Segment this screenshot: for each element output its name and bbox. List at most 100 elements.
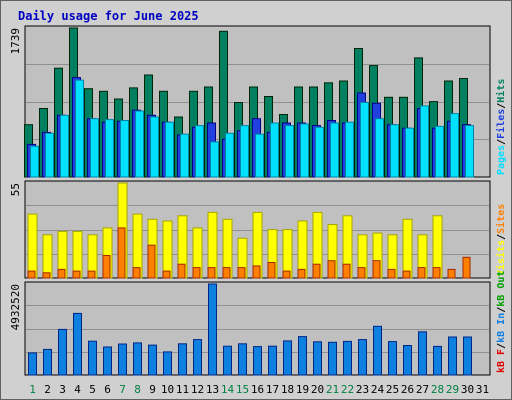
- legend-entry-kb-out: kB Out: [496, 271, 507, 307]
- bar-kbytes-kb-in-day-18: [283, 340, 292, 376]
- series-kbytes-kb-in: [28, 283, 472, 376]
- bar-visits-sites-day-29: [447, 268, 456, 279]
- bar-visits-sites-day-1: [27, 270, 36, 279]
- x-tick-label-10: 10: [161, 383, 174, 396]
- bar-visits-sites-day-20: [312, 263, 321, 279]
- x-tick-label-23: 23: [356, 383, 369, 396]
- bar-kbytes-kb-in-day-7: [118, 343, 127, 376]
- bar-visits-sites-day-10: [162, 270, 171, 279]
- x-tick-label-8: 8: [134, 383, 141, 396]
- bar-kbytes-kb-in-day-13: [208, 283, 217, 376]
- bar-visits-visits-day-2: [42, 234, 53, 279]
- bar-kbytes-kb-in-day-28: [433, 345, 442, 376]
- bar-hits-pages-day-14: [225, 132, 234, 178]
- bar-visits-sites-day-28: [432, 267, 441, 279]
- bar-kbytes-kb-in-day-2: [43, 348, 52, 376]
- x-tick-label-14: 14: [221, 383, 235, 396]
- bar-hits-pages-day-2: [45, 132, 54, 178]
- x-tick-label-21: 21: [326, 383, 339, 396]
- bar-visits-sites-day-6: [102, 255, 111, 279]
- legend-separator: /: [496, 234, 507, 240]
- bar-visits-visits-day-10: [162, 220, 173, 279]
- bar-kbytes-kb-in-day-10: [163, 351, 172, 376]
- bar-kbytes-kb-in-day-17: [268, 345, 277, 376]
- bar-visits-sites-day-16: [252, 265, 261, 279]
- bar-visits-sites-day-3: [57, 268, 66, 279]
- bar-kbytes-kb-in-day-1: [28, 352, 37, 376]
- bar-hits-pages-day-7: [120, 120, 129, 178]
- x-tick-label-5: 5: [89, 383, 96, 396]
- x-tick-label-28: 28: [431, 383, 444, 396]
- bar-kbytes-kb-in-day-4: [73, 312, 82, 376]
- bar-visits-sites-day-19: [297, 268, 306, 279]
- bar-visits-sites-day-17: [267, 262, 276, 279]
- scale-label-visits: 55: [9, 183, 22, 196]
- bar-visits-visits-day-1: [27, 213, 38, 279]
- x-tick-label-3: 3: [59, 383, 66, 396]
- bar-hits-pages-day-24: [375, 118, 384, 178]
- bar-kbytes-kb-in-day-9: [148, 344, 157, 376]
- x-tick-label-11: 11: [176, 383, 189, 396]
- bar-kbytes-kb-in-day-6: [103, 346, 112, 376]
- bar-hits-pages-day-29: [450, 113, 459, 178]
- bar-visits-sites-day-13: [207, 267, 216, 279]
- bar-hits-pages-day-16: [255, 133, 264, 178]
- bar-hits-pages-day-15: [240, 125, 249, 178]
- chart-title: Daily usage for June 2025: [18, 9, 199, 23]
- scale-label-kbytes: 4932520: [9, 284, 22, 330]
- x-tick-label-27: 27: [416, 383, 429, 396]
- series-visits-sites: [27, 227, 471, 279]
- bar-visits-sites-day-2: [42, 272, 51, 279]
- x-tick-label-9: 9: [149, 383, 156, 396]
- bar-kbytes-kb-in-day-15: [238, 343, 247, 376]
- x-tick-label-30: 30: [461, 383, 474, 396]
- legend-hits: Pages/Files/Hits: [495, 79, 507, 175]
- x-tick-label-7: 7: [119, 383, 126, 396]
- legend-entry-sites: Sites: [495, 204, 507, 234]
- bar-kbytes-kb-in-day-29: [448, 336, 457, 376]
- x-tick-label-15: 15: [236, 383, 249, 396]
- legend-separator: /: [496, 307, 507, 313]
- bar-visits-sites-day-15: [237, 267, 246, 279]
- bar-hits-pages-day-30: [465, 125, 474, 178]
- series-hits-pages: [30, 79, 474, 178]
- bar-visits-visits-day-26: [402, 218, 413, 279]
- bar-kbytes-kb-in-day-3: [58, 328, 67, 376]
- x-tick-label-4: 4: [74, 383, 81, 396]
- bar-kbytes-kb-in-day-25: [388, 341, 397, 376]
- bar-hits-pages-day-18: [285, 125, 294, 178]
- bar-kbytes-kb-in-day-14: [223, 345, 232, 376]
- bar-hits-pages-day-4: [75, 79, 84, 178]
- bar-visits-sites-day-18: [282, 270, 291, 279]
- bar-hits-pages-day-11: [180, 133, 189, 178]
- bar-hits-pages-day-8: [135, 110, 144, 178]
- bar-hits-pages-day-21: [330, 122, 339, 178]
- bar-visits-sites-day-27: [417, 267, 426, 279]
- x-tick-label-17: 17: [266, 383, 279, 396]
- x-tick-label-19: 19: [296, 383, 309, 396]
- bar-hits-pages-day-17: [270, 122, 279, 178]
- bar-kbytes-kb-in-day-16: [253, 346, 262, 376]
- bar-hits-pages-day-1: [30, 145, 39, 178]
- bar-kbytes-kb-in-day-24: [373, 325, 382, 376]
- bar-kbytes-kb-in-day-26: [403, 345, 412, 376]
- panel-visits: 55 Visits/Sites: [9, 180, 507, 279]
- legend-separator: /: [496, 343, 507, 349]
- bar-kbytes-kb-in-day-11: [178, 343, 187, 376]
- bar-hits-pages-day-3: [60, 114, 69, 178]
- bar-visits-sites-day-8: [132, 267, 141, 279]
- x-tick-label-25: 25: [386, 383, 399, 396]
- bar-hits-pages-day-20: [315, 126, 324, 178]
- legend-entry-hits: Hits: [495, 79, 507, 103]
- legend-separator: /: [496, 139, 507, 145]
- bar-hits-pages-day-26: [405, 127, 414, 178]
- legend-visits: Visits/Sites: [495, 204, 507, 276]
- x-tick-label-18: 18: [281, 383, 294, 396]
- x-tick-label-13: 13: [206, 383, 219, 396]
- bar-hits-pages-day-25: [390, 124, 399, 178]
- bar-visits-sites-day-26: [402, 270, 411, 279]
